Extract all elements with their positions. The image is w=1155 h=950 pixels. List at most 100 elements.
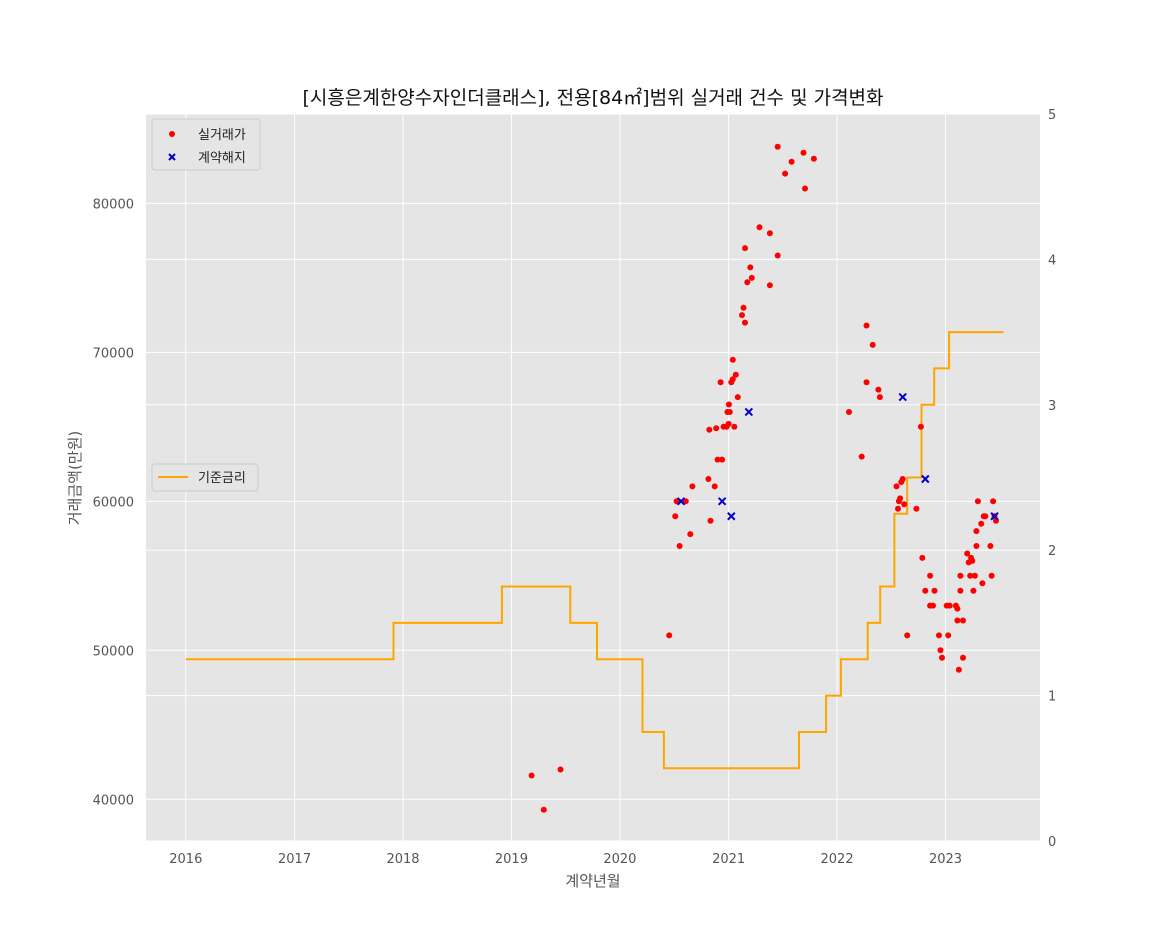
trade-point xyxy=(979,580,986,587)
rate-line-layer xyxy=(185,331,1004,770)
trade-point xyxy=(800,149,807,156)
trade-point xyxy=(540,806,547,813)
trade-point xyxy=(673,498,680,505)
trade-point xyxy=(931,587,938,594)
trade-point xyxy=(719,456,726,463)
legend-upper-box xyxy=(151,118,261,171)
y2-tick-label: 3 xyxy=(1048,399,1056,414)
cancel-point xyxy=(898,392,907,402)
cancel-point xyxy=(717,497,727,506)
y-tick-label: 60000 xyxy=(93,495,134,510)
trade-point xyxy=(875,386,882,393)
trade-point xyxy=(937,647,944,654)
trade-point xyxy=(557,766,564,773)
cancel-point xyxy=(727,512,736,521)
trade-point xyxy=(901,501,908,508)
y2-tick-label: 0 xyxy=(1048,835,1056,850)
trade-point xyxy=(725,401,732,408)
y-tick-label: 50000 xyxy=(93,644,134,659)
trade-point xyxy=(869,341,876,348)
y-axis-label: 거래금액(만원) xyxy=(66,431,84,526)
plot-background xyxy=(146,114,1040,841)
x-tick-label: 2019 xyxy=(495,852,528,867)
trade-point xyxy=(714,456,721,463)
legend-trade-marker xyxy=(169,131,175,137)
x-tick-labels: 2016 2017 2018 2019 2020 2021 2022 2023 xyxy=(169,852,962,867)
y2-tick-label: 4 xyxy=(1048,253,1056,268)
trade-point xyxy=(766,230,773,237)
x-tick-label: 2018 xyxy=(386,852,419,867)
trade-point xyxy=(899,476,906,482)
x-tick-label: 2021 xyxy=(712,852,745,867)
trade-points-layer xyxy=(528,143,999,813)
trade-point xyxy=(739,312,745,319)
chart-title: [시흥은계한양수자인더클래스], 전용[84㎡]범위 실거래 건수 및 가격변화 xyxy=(302,86,883,109)
cancel-point xyxy=(990,512,999,521)
trade-point xyxy=(987,543,994,549)
trade-point xyxy=(919,554,926,561)
trade-point xyxy=(729,376,736,383)
trade-point xyxy=(969,557,976,564)
trade-point xyxy=(689,483,696,490)
x-tick-label: 2016 xyxy=(169,852,202,867)
trade-point xyxy=(936,632,942,639)
trade-point xyxy=(711,483,718,490)
legend-rate-label: 기준금리 xyxy=(198,471,246,486)
trade-point xyxy=(917,423,924,430)
legend-trade-label: 실거래가 xyxy=(198,128,246,143)
trade-point xyxy=(788,158,795,165)
trade-point xyxy=(913,505,920,512)
y-tick-label: 80000 xyxy=(93,197,134,212)
trade-point xyxy=(742,245,748,252)
trade-point xyxy=(713,425,720,432)
x-tick-label: 2020 xyxy=(603,852,636,867)
cancel-points-layer xyxy=(676,392,999,521)
trade-point xyxy=(988,572,995,579)
trade-point xyxy=(971,572,978,579)
legend-lower-box xyxy=(151,463,259,492)
x-tick-label: 2017 xyxy=(278,852,311,867)
trade-point xyxy=(740,304,747,311)
cancel-point xyxy=(921,474,930,484)
trade-point xyxy=(682,498,689,505)
trade-point xyxy=(782,170,789,177)
trade-point xyxy=(846,409,852,415)
trade-point xyxy=(705,476,712,482)
gridlines xyxy=(146,113,1040,842)
y2-tick-label: 1 xyxy=(1048,690,1056,705)
trade-point xyxy=(672,513,679,520)
trade-point xyxy=(970,587,977,594)
legend-cancel-marker xyxy=(168,153,176,161)
trade-point xyxy=(974,498,981,505)
trade-point xyxy=(895,505,901,512)
trade-point xyxy=(954,617,961,624)
trade-point xyxy=(954,605,961,612)
trade-point xyxy=(732,371,739,378)
trade-point xyxy=(774,252,781,259)
trade-point xyxy=(766,282,773,289)
trade-point xyxy=(729,356,736,363)
trade-point xyxy=(946,602,953,609)
y-tick-labels: 40000 50000 60000 70000 80000 xyxy=(93,197,134,808)
trade-point xyxy=(707,517,714,524)
trade-point xyxy=(742,319,748,326)
trade-point xyxy=(747,264,754,271)
trade-point xyxy=(922,587,929,594)
trade-point xyxy=(939,654,945,661)
y2-tick-labels: 0 1 2 3 4 5 xyxy=(1048,108,1056,850)
trade-point xyxy=(904,632,911,639)
trade-point xyxy=(810,155,817,162)
trade-point xyxy=(676,543,683,549)
trade-point xyxy=(957,572,964,579)
trade-point xyxy=(960,617,966,624)
trade-point xyxy=(802,185,808,192)
trade-point xyxy=(863,379,870,386)
trade-point xyxy=(945,632,952,639)
trade-point xyxy=(876,394,883,401)
trade-point xyxy=(990,498,997,505)
y2-tick-label: 2 xyxy=(1048,544,1056,559)
trade-point xyxy=(744,279,751,286)
trade-point xyxy=(960,654,966,661)
trade-point xyxy=(687,531,694,538)
